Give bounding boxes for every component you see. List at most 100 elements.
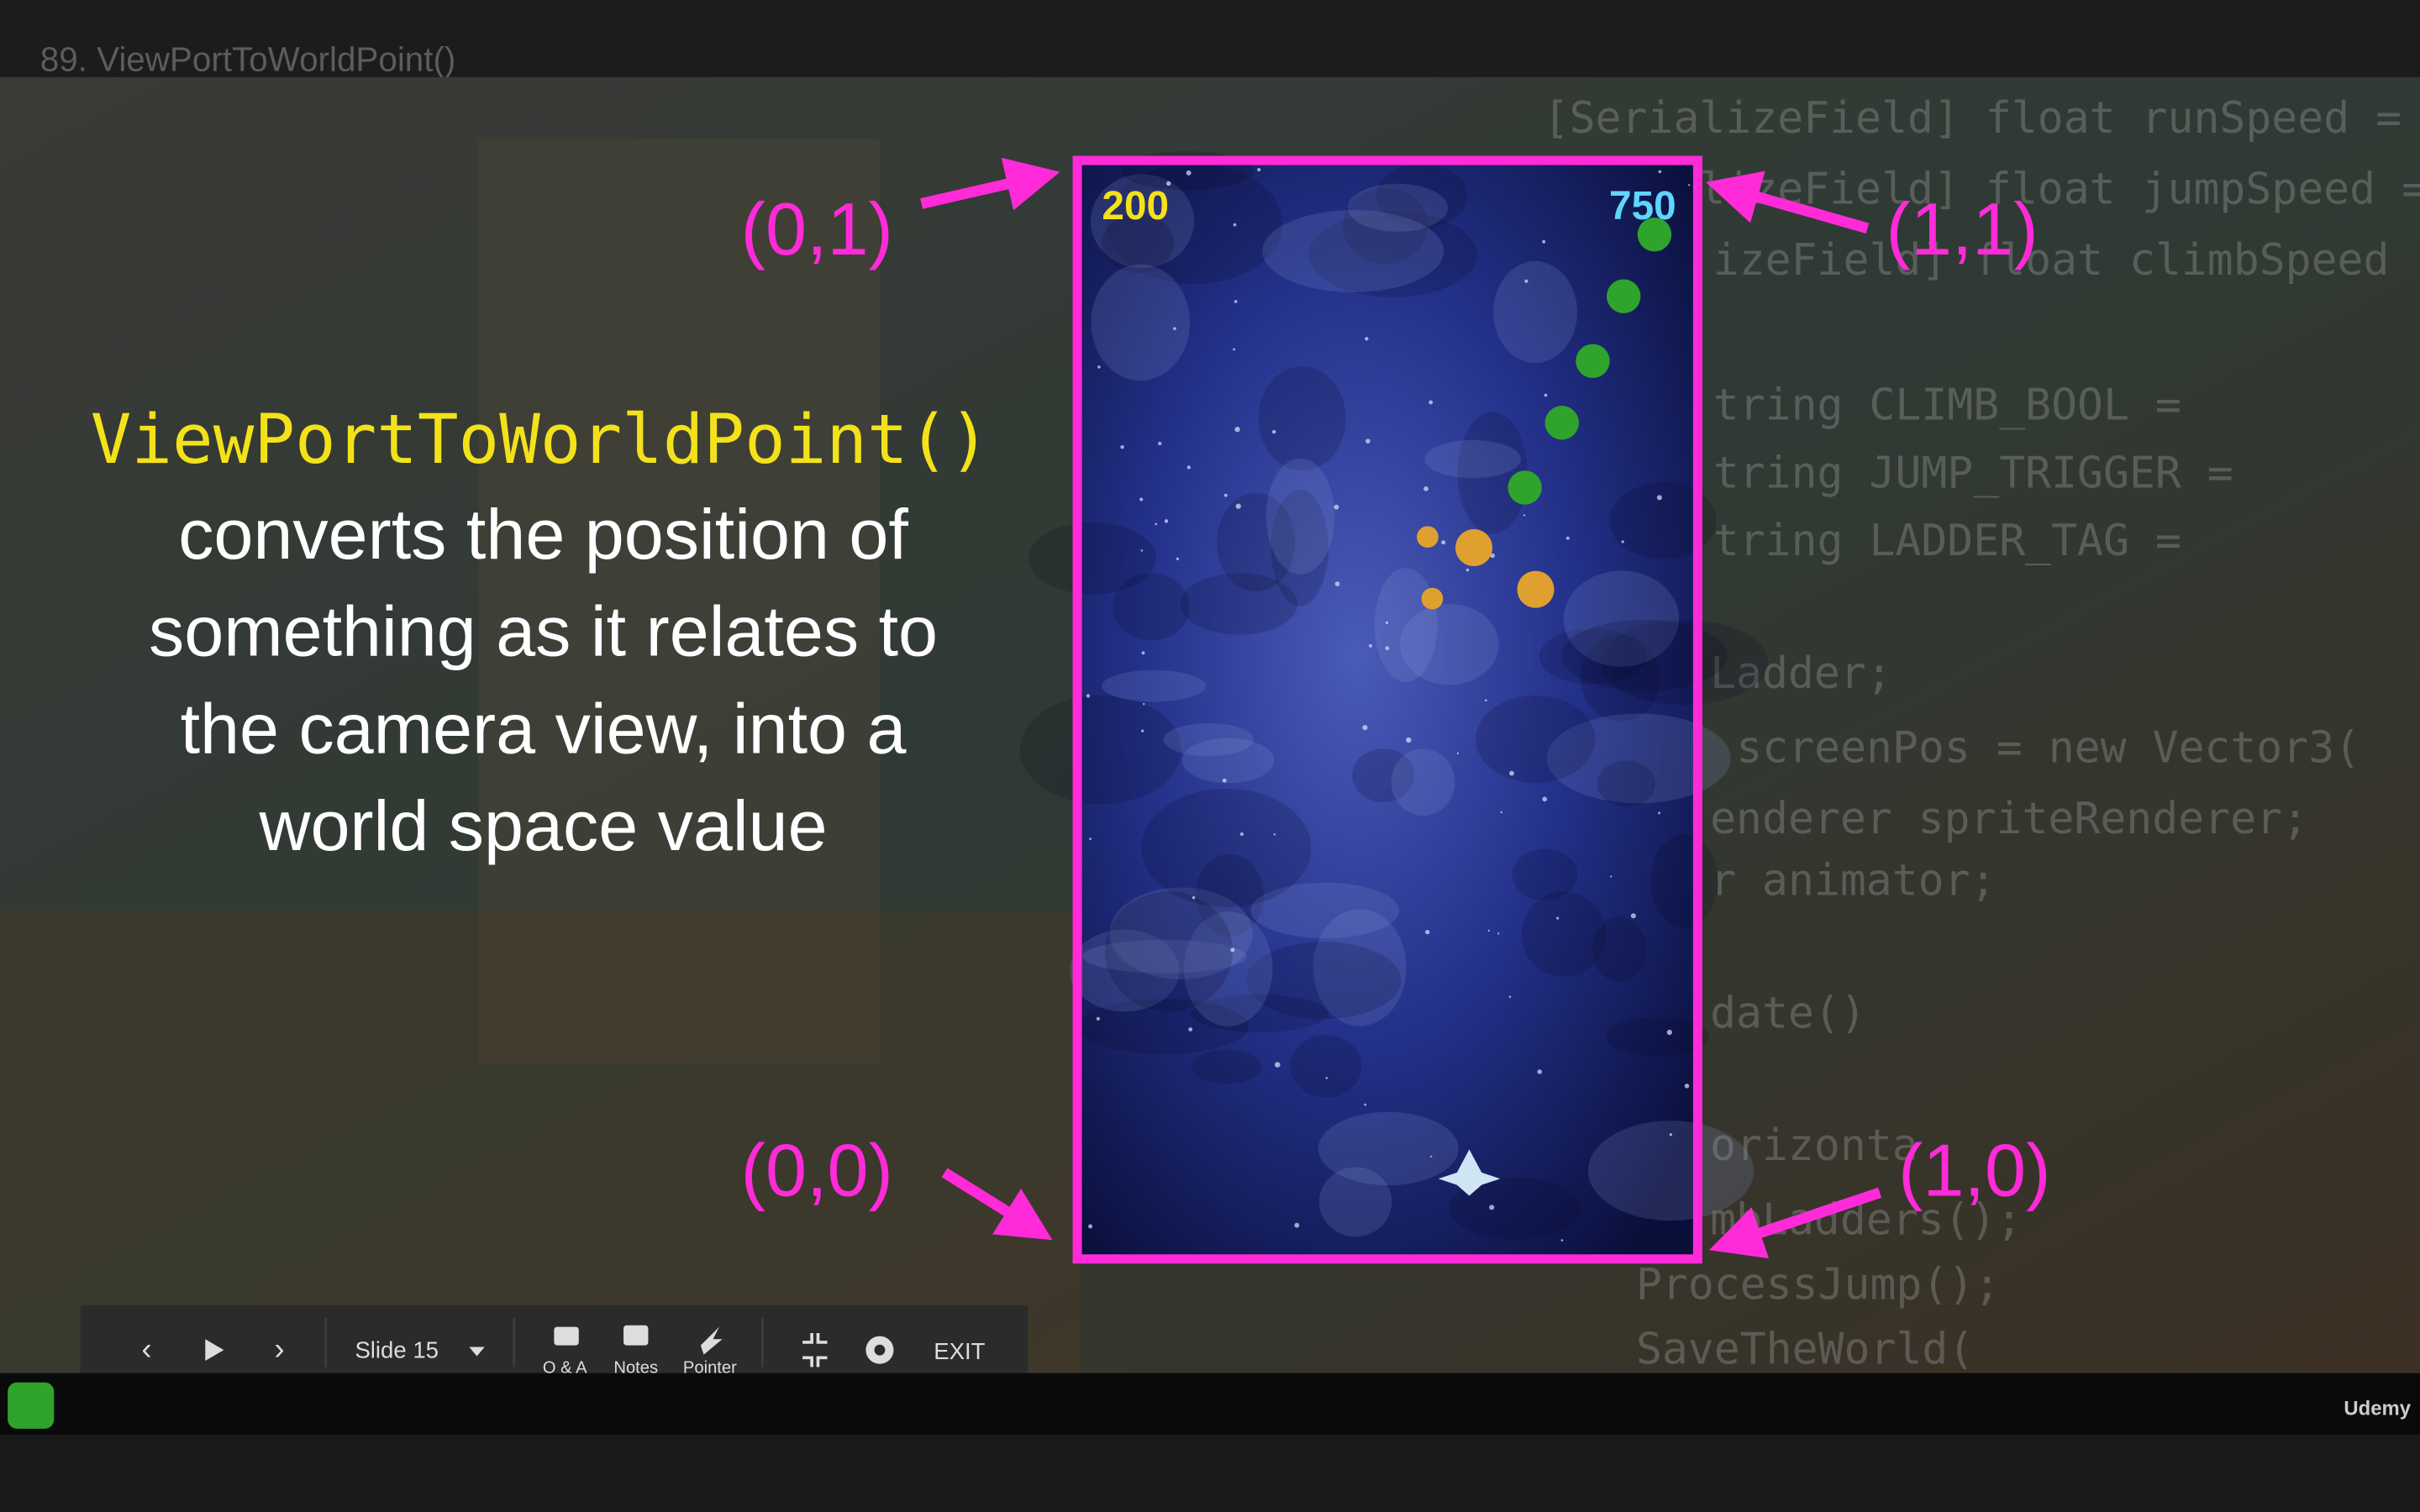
nebula bbox=[1587, 1121, 1754, 1221]
star bbox=[1556, 916, 1560, 920]
star bbox=[1155, 522, 1157, 526]
title-bar bbox=[0, 0, 2420, 77]
star bbox=[1139, 497, 1144, 501]
pointer-icon[interactable] bbox=[700, 1326, 723, 1355]
nebula bbox=[1563, 570, 1680, 667]
exit-button[interactable]: EXIT bbox=[934, 1338, 985, 1364]
toolbar-controls: ‹ › Slide 15 Q & A Notes Pointer EXIT bbox=[141, 1325, 986, 1378]
code-line: date() bbox=[1710, 988, 1866, 1038]
nebula bbox=[1343, 187, 1428, 265]
code-line: izeField] float climbSpeed bbox=[1713, 235, 2390, 286]
qa-button[interactable]: Q & A bbox=[543, 1359, 587, 1378]
star bbox=[1537, 1069, 1543, 1074]
notes-button[interactable]: Notes bbox=[613, 1359, 658, 1378]
star bbox=[1176, 557, 1180, 560]
star bbox=[1423, 486, 1428, 491]
star bbox=[1165, 181, 1171, 186]
star bbox=[1158, 441, 1162, 446]
viewport-frame bbox=[1072, 155, 1702, 1264]
star bbox=[1542, 239, 1546, 244]
star bbox=[1465, 568, 1470, 572]
star bbox=[1508, 995, 1512, 998]
nebula bbox=[1352, 748, 1415, 802]
code-line: tring LADDER_TAG = bbox=[1713, 516, 2181, 566]
nebula bbox=[1183, 911, 1273, 1026]
nebula bbox=[1597, 760, 1655, 807]
star bbox=[1257, 167, 1261, 172]
nebula bbox=[1113, 573, 1191, 641]
nebula bbox=[1262, 210, 1444, 292]
brand: Udemy bbox=[2344, 1397, 2411, 1420]
nebula bbox=[1424, 439, 1522, 479]
nebula bbox=[1449, 1177, 1581, 1240]
nebula bbox=[1374, 568, 1438, 682]
star bbox=[1485, 699, 1487, 702]
star bbox=[1188, 1027, 1193, 1032]
label-top-right: (1,1) bbox=[1886, 187, 2038, 270]
star bbox=[1369, 643, 1372, 648]
nebula bbox=[1091, 264, 1191, 381]
nebula bbox=[1141, 788, 1312, 908]
star bbox=[1186, 465, 1191, 470]
body-line: something as it relates to bbox=[149, 592, 938, 671]
nebula bbox=[1650, 834, 1718, 928]
pointer-button[interactable]: Pointer bbox=[683, 1359, 737, 1378]
star bbox=[1441, 540, 1446, 545]
game-view bbox=[1077, 160, 1698, 1259]
nebula bbox=[1019, 695, 1182, 805]
nebula bbox=[1546, 713, 1731, 804]
star bbox=[1294, 1222, 1300, 1228]
enemies bbox=[1507, 217, 1672, 505]
star bbox=[1500, 811, 1502, 814]
nebula bbox=[1308, 212, 1477, 297]
play-button[interactable] bbox=[205, 1339, 224, 1361]
star bbox=[1140, 549, 1144, 552]
star bbox=[1666, 1029, 1673, 1036]
star bbox=[1089, 837, 1092, 840]
star bbox=[1565, 536, 1570, 540]
toolbar-dividers bbox=[324, 1317, 764, 1368]
star bbox=[1143, 703, 1145, 706]
slide-body: converts the position of something as it … bbox=[149, 495, 938, 865]
star bbox=[1088, 1224, 1093, 1229]
star bbox=[1630, 913, 1636, 919]
nebula bbox=[1090, 174, 1195, 269]
nebula bbox=[1077, 998, 1249, 1054]
star bbox=[1425, 929, 1430, 935]
score-left: 200 bbox=[1102, 184, 1169, 228]
nebula bbox=[1180, 573, 1298, 635]
code-line: enderer spriteRenderer; bbox=[1710, 794, 2308, 844]
prev-button[interactable]: ‹ bbox=[141, 1331, 151, 1366]
star bbox=[1233, 348, 1236, 351]
nebula bbox=[1347, 183, 1449, 232]
code-line: tring JUMP_TRIGGER = bbox=[1713, 448, 2233, 498]
notes-icon[interactable] bbox=[623, 1325, 649, 1346]
star bbox=[1086, 694, 1091, 698]
star bbox=[1234, 427, 1240, 433]
add-button[interactable] bbox=[8, 1382, 55, 1429]
star bbox=[1688, 184, 1691, 186]
label-bottom-right: (1,0) bbox=[1898, 1128, 2050, 1211]
code-line: Ladder; bbox=[1710, 648, 1892, 699]
fullscreen-button[interactable] bbox=[802, 1332, 828, 1368]
slide-dropdown[interactable] bbox=[469, 1347, 485, 1357]
star bbox=[1487, 929, 1490, 932]
next-button[interactable]: › bbox=[274, 1331, 284, 1366]
nebula bbox=[1476, 695, 1596, 783]
code-line: orizonta bbox=[1710, 1121, 1918, 1171]
star bbox=[1141, 651, 1145, 655]
qa-icon[interactable] bbox=[554, 1326, 579, 1346]
slide-select[interactable]: Slide 15 bbox=[355, 1336, 439, 1362]
star bbox=[1120, 444, 1124, 449]
star bbox=[1334, 581, 1340, 586]
nebula bbox=[1313, 909, 1407, 1026]
toolbar bbox=[80, 1305, 1028, 1373]
score-right: 750 bbox=[1609, 184, 1676, 228]
nebula bbox=[1246, 942, 1402, 1020]
nebula bbox=[1493, 260, 1578, 364]
rocket-tower bbox=[478, 139, 880, 1065]
code-line: ProcessJump(); bbox=[1636, 1260, 2000, 1310]
star bbox=[1560, 1239, 1564, 1242]
star bbox=[1406, 737, 1412, 743]
